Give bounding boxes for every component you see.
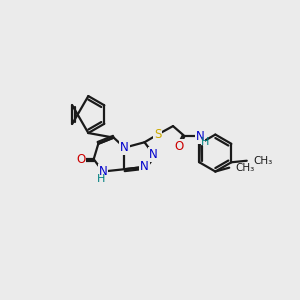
Text: O: O (76, 153, 85, 166)
Text: N: N (140, 160, 149, 173)
Text: H: H (201, 137, 209, 147)
Text: CH₃: CH₃ (253, 156, 272, 166)
Text: N: N (120, 141, 129, 154)
Text: N: N (99, 165, 107, 178)
Text: S: S (154, 128, 161, 141)
Text: CH₃: CH₃ (236, 163, 255, 173)
Text: H: H (96, 174, 105, 184)
Text: N: N (196, 130, 204, 142)
Text: N: N (149, 148, 158, 161)
Text: O: O (175, 140, 184, 153)
